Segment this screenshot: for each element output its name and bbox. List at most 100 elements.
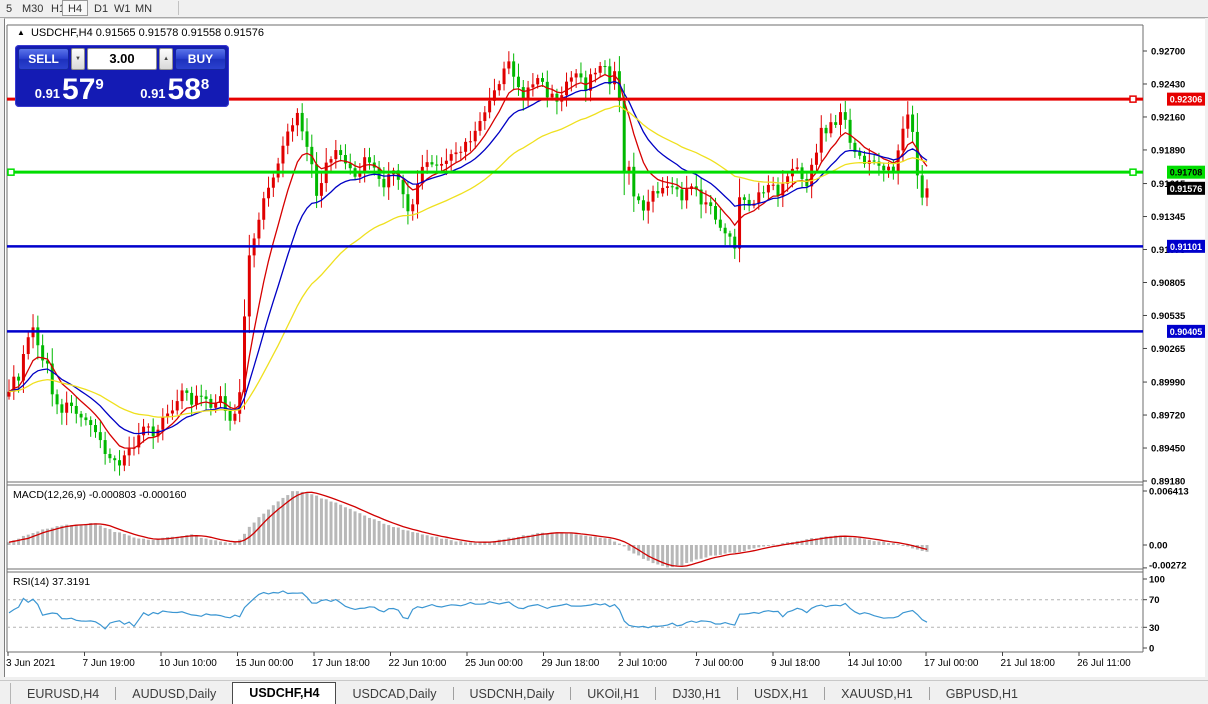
- hline-level-line-lower[interactable]: 0.90405: [7, 324, 1205, 338]
- toolbar-divider: [178, 1, 179, 15]
- svg-text:0.92160: 0.92160: [1151, 112, 1185, 123]
- svg-text:0.91345: 0.91345: [1151, 212, 1186, 223]
- tab-usdx-h1[interactable]: USDX,H1: [753, 687, 809, 701]
- tab-gbpusd-h1[interactable]: GBPUSD,H1: [945, 687, 1018, 701]
- tab-usdchf-h4[interactable]: USDCHF,H4: [232, 682, 337, 704]
- svg-text:0.91708: 0.91708: [1170, 168, 1203, 178]
- svg-text:0.89180: 0.89180: [1151, 477, 1185, 488]
- line-handle-right[interactable]: [1129, 168, 1137, 176]
- svg-text:0.89450: 0.89450: [1151, 444, 1185, 455]
- svg-text:0.90405: 0.90405: [1170, 327, 1203, 337]
- macd-histogram: [7, 491, 929, 568]
- svg-text:0.92430: 0.92430: [1151, 79, 1185, 90]
- svg-text:21 Jul 18:00: 21 Jul 18:00: [1001, 658, 1056, 669]
- tab-eurusd-h4[interactable]: EURUSD,H4: [27, 687, 100, 701]
- buy-price-display[interactable]: 0.91 58 8: [124, 72, 227, 105]
- collapse-triangle-icon[interactable]: ▲: [17, 28, 25, 37]
- one-click-trading-panel: SELL ▼ 3.00 ▲ BUY 0.91 57 9 0.91 58 8: [15, 45, 229, 107]
- svg-text:15 Jun 00:00: 15 Jun 00:00: [236, 658, 294, 669]
- tab-usdcnh-daily[interactable]: USDCNH,Daily: [469, 687, 555, 701]
- svg-text:2 Jul 10:00: 2 Jul 10:00: [618, 658, 667, 669]
- tab-dj30-h1[interactable]: DJ30,H1: [672, 687, 721, 701]
- timeframe-button-w1[interactable]: W1: [108, 0, 137, 16]
- tab-xauusd-h1[interactable]: XAUUSD,H1: [841, 687, 913, 701]
- svg-text:25 Jun 00:00: 25 Jun 00:00: [465, 658, 523, 669]
- rsi-line: [8, 590, 928, 630]
- rsi-level-lines: [7, 599, 1143, 628]
- timeframe-toolbar: 5 M30 H1 H4 D1 W1 MN: [0, 0, 1208, 18]
- volume-increase-button[interactable]: ▲: [159, 48, 173, 70]
- svg-text:7 Jul 00:00: 7 Jul 00:00: [695, 658, 744, 669]
- svg-text:0.89990: 0.89990: [1151, 378, 1185, 389]
- svg-text:10 Jun 10:00: 10 Jun 10:00: [159, 658, 217, 669]
- hline-support-line[interactable]: 0.91708: [7, 165, 1205, 179]
- timeframe-button-m30[interactable]: M30: [16, 0, 49, 16]
- timeframe-button-d1[interactable]: D1: [88, 0, 114, 16]
- chart-ohlc-quotes: 0.91565 0.91578 0.91558 0.91576: [95, 27, 264, 39]
- tab-audusd-daily[interactable]: AUDUSD,Daily: [132, 687, 217, 701]
- tab-separator: [655, 687, 657, 700]
- svg-text:0.92700: 0.92700: [1151, 47, 1185, 58]
- sell-price-display[interactable]: 0.91 57 9: [18, 72, 121, 105]
- timeframe-button-5[interactable]: 5: [0, 0, 18, 16]
- tab-separator: [570, 687, 572, 700]
- triangle-up-icon: ▲: [163, 56, 170, 62]
- buy-price-sup: 8: [200, 76, 210, 93]
- svg-text:9 Jul 18:00: 9 Jul 18:00: [771, 658, 820, 669]
- hline-level-line-upper[interactable]: 0.91101: [7, 239, 1205, 253]
- sell-price-big: 57: [62, 73, 96, 106]
- chart-tab-bar: EURUSD,H4 AUDUSD,Daily USDCHF,H4 USDCAD,Dai…: [0, 680, 1208, 704]
- svg-text:0.00: 0.00: [1149, 541, 1168, 552]
- svg-text:0.92306: 0.92306: [1170, 95, 1203, 105]
- rsi-indicator-label: RSI(14) 37.3191: [13, 576, 91, 588]
- svg-text:0.90265: 0.90265: [1151, 344, 1186, 355]
- price-chart[interactable]: 0.927000.924300.921600.918900.916150.913…: [5, 19, 1205, 677]
- tab-usdcad-daily[interactable]: USDCAD,Daily: [352, 687, 437, 701]
- svg-text:7 Jun 19:00: 7 Jun 19:00: [83, 658, 136, 669]
- time-axis[interactable]: 3 Jun 2021 7 Jun 19:00 10 Jun 10:00 15 Jun …: [6, 652, 1131, 669]
- svg-text:3 Jun 2021: 3 Jun 2021: [6, 658, 56, 669]
- svg-text:29 Jun 18:00: 29 Jun 18:00: [542, 658, 600, 669]
- ma-line-fast: [8, 73, 928, 449]
- svg-text:0.91101: 0.91101: [1170, 242, 1202, 252]
- current-price-badge: 0.91576: [1167, 181, 1205, 195]
- svg-text:22 Jun 10:00: 22 Jun 10:00: [389, 658, 447, 669]
- macd-signal-line: [8, 491, 928, 568]
- tab-separator: [452, 687, 454, 700]
- sell-price-base: 0.91: [34, 86, 61, 101]
- timeframe-button-h4[interactable]: H4: [62, 0, 89, 16]
- svg-text:0.90805: 0.90805: [1151, 278, 1186, 289]
- svg-text:70: 70: [1149, 595, 1160, 606]
- rsi-axis: 100 70 30 0: [1143, 575, 1165, 655]
- svg-text:17 Jul 00:00: 17 Jul 00:00: [924, 658, 979, 669]
- svg-text:0.91576: 0.91576: [1170, 184, 1203, 194]
- macd-axis: 0.006413 0.00 -0.00272: [1143, 487, 1189, 572]
- buy-price-big: 58: [167, 73, 201, 106]
- line-handle-right[interactable]: [1129, 95, 1137, 103]
- svg-text:17 Jun 18:00: 17 Jun 18:00: [312, 658, 370, 669]
- svg-text:30: 30: [1149, 623, 1160, 634]
- chart-title: ▲ USDCHF,H4 0.91565 0.91578 0.91558 0.91…: [17, 27, 264, 39]
- candles-layer: [7, 51, 929, 476]
- svg-text:0.90535: 0.90535: [1151, 311, 1186, 322]
- sell-price-sup: 9: [95, 76, 104, 93]
- timeframe-button-h1[interactable]: H1: [45, 0, 71, 16]
- sell-button[interactable]: SELL: [18, 48, 70, 70]
- line-handle-left[interactable]: [7, 168, 15, 176]
- svg-text:0.91890: 0.91890: [1151, 145, 1185, 156]
- timeframe-button-mn[interactable]: MN: [129, 0, 158, 16]
- tab-ukoil-h1[interactable]: UKOil,H1: [587, 687, 640, 701]
- tab-separator: [736, 687, 738, 700]
- tab-separator: [928, 687, 930, 700]
- tab-separator: [824, 687, 826, 700]
- volume-decrease-button[interactable]: ▼: [71, 48, 85, 70]
- svg-text:0.89720: 0.89720: [1151, 411, 1185, 422]
- buy-price-base: 0.91: [140, 86, 166, 101]
- macd-indicator-label: MACD(12,26,9) -0.000803 -0.000160: [13, 489, 187, 501]
- svg-text:14 Jul 10:00: 14 Jul 10:00: [848, 658, 903, 669]
- chart-window: 0.927000.924300.921600.918900.916150.913…: [4, 18, 1205, 677]
- volume-input[interactable]: 3.00: [86, 48, 158, 70]
- svg-text:0: 0: [1149, 644, 1154, 655]
- price-axis: 0.927000.924300.921600.918900.916150.913…: [1143, 47, 1186, 488]
- buy-button[interactable]: BUY: [174, 48, 227, 70]
